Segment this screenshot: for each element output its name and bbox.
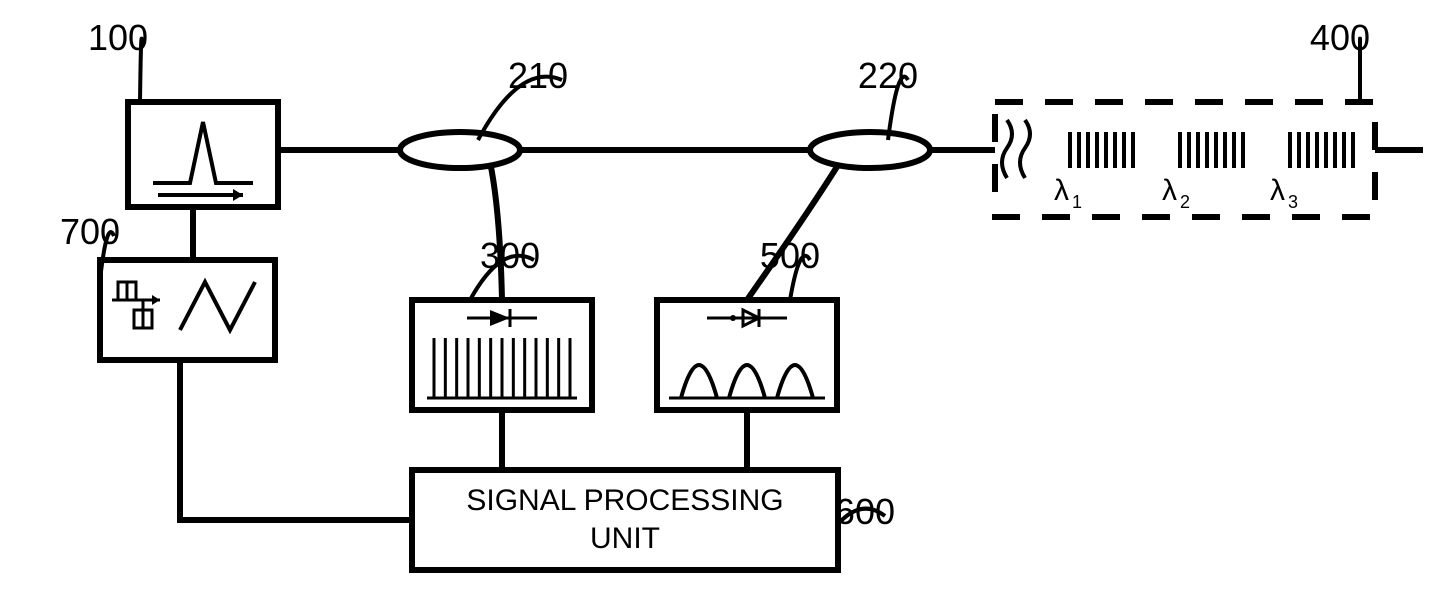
- svg-text:λ: λ: [1270, 174, 1285, 207]
- lambda-sub: 3: [1288, 192, 1298, 212]
- ref-label: 220: [858, 55, 918, 96]
- ref-label: 500: [760, 235, 820, 276]
- coupler: [810, 132, 930, 168]
- svg-text:λ: λ: [1054, 174, 1069, 207]
- svg-text:SIGNAL PROCESSING: SIGNAL PROCESSING: [466, 484, 783, 517]
- svg-text:λ: λ: [1162, 174, 1177, 207]
- lambda-sub: 1: [1072, 192, 1082, 212]
- svg-text:UNIT: UNIT: [590, 522, 660, 555]
- block-700: [100, 260, 275, 360]
- coupler: [400, 132, 520, 168]
- leader-line: [140, 39, 142, 102]
- block-100: [128, 102, 278, 207]
- ref-label: 600: [835, 491, 895, 532]
- lambda-sub: 2: [1180, 192, 1190, 212]
